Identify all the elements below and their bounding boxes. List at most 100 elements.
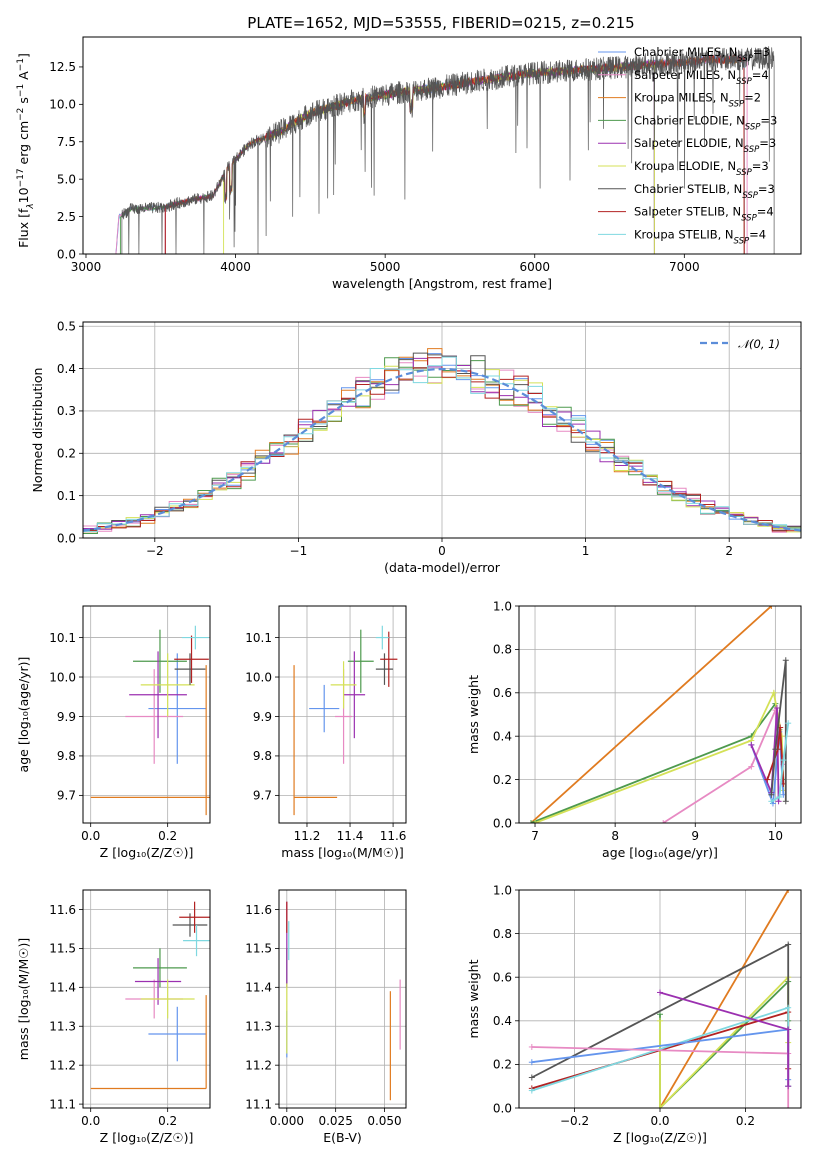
legend-subscript: SSP bbox=[745, 122, 761, 132]
weight-polyline bbox=[530, 606, 773, 823]
y-tick-label: 0.0 bbox=[57, 531, 76, 545]
legend-model-name: Chabrier ELODIE, N bbox=[634, 113, 745, 127]
y-tick-label: 11.1 bbox=[49, 1097, 76, 1111]
y-axis-label-part: −17 bbox=[16, 168, 26, 187]
weight-polyline bbox=[659, 890, 789, 1108]
y-tick-label: 10.1 bbox=[49, 631, 76, 645]
legend-model-name: Kroupa STELIB, N bbox=[634, 227, 734, 241]
grid bbox=[519, 605, 801, 824]
y-tick-label: 10.0 bbox=[49, 670, 76, 684]
error-point-salpeter-stelib bbox=[380, 631, 398, 687]
y-tick-label: 0.4 bbox=[493, 1014, 512, 1028]
error-point-chabrier-miles bbox=[148, 653, 207, 764]
x-tick-label: 9 bbox=[691, 829, 699, 843]
x-tick-label: 0.2 bbox=[158, 1114, 177, 1128]
y-axis-label-part: ] bbox=[16, 53, 31, 58]
axes-frame bbox=[518, 889, 802, 1109]
y-tick-label: 0.8 bbox=[493, 927, 512, 941]
weight-line-chabrier-stelib bbox=[768, 657, 789, 805]
y-tick-label: 10.0 bbox=[245, 670, 272, 684]
weight-polyline bbox=[766, 727, 785, 784]
axes-frame bbox=[82, 36, 802, 255]
legend-entry: Chabrier MILES, NSSP=3 bbox=[634, 45, 770, 64]
y-tick-label: 0.5 bbox=[57, 320, 76, 334]
axes-frame bbox=[518, 605, 802, 824]
x-tick-label: 0.050 bbox=[367, 1114, 401, 1128]
legend-nssp: =3 bbox=[758, 182, 775, 196]
weight-polyline bbox=[770, 660, 787, 802]
x-tick-label: 0.0 bbox=[650, 1114, 669, 1128]
weight-polyline bbox=[770, 723, 790, 803]
grid bbox=[279, 890, 406, 1108]
y-axis-label: Flux [fλ10−17 erg cm−2 s−1 A−1] bbox=[16, 53, 36, 248]
error-point-chabrier-miles bbox=[148, 1006, 207, 1062]
legend-subscript: SSP bbox=[744, 145, 760, 155]
error-point-salpeter-stelib bbox=[179, 901, 210, 933]
y-tick-label: 0.3 bbox=[57, 404, 76, 418]
error-point-salpeter-miles bbox=[125, 669, 184, 764]
x-tick-label: 1 bbox=[582, 544, 590, 558]
legend-model-name: Chabrier STELIB, N bbox=[634, 182, 742, 196]
x-tick-label: −2 bbox=[146, 544, 164, 558]
error-point-kroupa-elodie bbox=[330, 661, 357, 709]
plot-area bbox=[286, 901, 401, 1101]
x-axis-label: wavelength [Angstrom, rest frame] bbox=[332, 276, 552, 291]
y-tick-label: 0.6 bbox=[493, 686, 512, 700]
y-tick-label: 11.5 bbox=[245, 942, 272, 956]
plot-area bbox=[83, 348, 801, 538]
y-tick-label: 1.0 bbox=[493, 599, 512, 613]
axes-age-vs-mass: 11.2 11.4 11.6 9.7 9.8 9.9 10.0 10.1 bbox=[245, 605, 407, 843]
x-tick-label: −0.2 bbox=[560, 1114, 589, 1128]
x-tick-label: 0.2 bbox=[158, 829, 177, 843]
legend-entry: Chabrier STELIB, NSSP=3 bbox=[634, 182, 775, 201]
y-tick-label: 0.6 bbox=[493, 971, 512, 985]
error-point-chabrier-stelib bbox=[375, 653, 394, 685]
axes-weight-vs-age: 7 8 9 10 0.0 0.2 0.4 0.6 0.8 1.0 bbox=[493, 599, 802, 843]
y-axis-label: mass [log₁₀(M/M☉)] bbox=[16, 938, 31, 1060]
legend-nssp: =4 bbox=[757, 205, 774, 219]
plot-area bbox=[528, 606, 792, 823]
y-tick-label: 9.7 bbox=[253, 789, 272, 803]
legend-entry: Kroupa STELIB, NSSP=4 bbox=[634, 227, 766, 246]
error-point-chabrier-elodie bbox=[133, 629, 187, 693]
y-axis-label-part: −1 bbox=[16, 84, 26, 97]
error-point-salpeter-elodie bbox=[343, 651, 366, 739]
y-tick-label: 0.8 bbox=[493, 643, 512, 657]
weight-polyline bbox=[659, 991, 790, 1087]
y-axis-label: Normed distribution bbox=[30, 368, 45, 493]
legend-model-name: Salpeter ELODIE, N bbox=[634, 136, 744, 150]
y-tick-label: 11.4 bbox=[49, 981, 76, 995]
axes-weight-vs-z: −0.2 0.0 0.2 0.0 0.2 0.4 0.6 0.8 1.0 bbox=[493, 883, 802, 1128]
legend-entry: Salpeter STELIB, NSSP=4 bbox=[634, 205, 774, 224]
weight-line-kroupa-stelib bbox=[768, 720, 792, 805]
x-tick-label: 10 bbox=[768, 829, 783, 843]
grid bbox=[279, 606, 406, 823]
axes-spectrum: 3000 4000 5000 6000 7000 0.0 2.5 5.0 7.5 10.0 12.5 bbox=[49, 36, 802, 274]
y-tick-label: 0.0 bbox=[493, 1101, 512, 1115]
legend-model-name: Salpeter STELIB, N bbox=[634, 205, 741, 219]
legend-subscript: SSP bbox=[742, 191, 758, 201]
error-point-chabrier-stelib bbox=[174, 653, 206, 685]
error-point-kroupa-stelib bbox=[181, 625, 209, 650]
error-point-salpeter-elodie bbox=[129, 651, 187, 739]
x-tick-label: 0.000 bbox=[270, 1114, 304, 1128]
error-point-kroupa-stelib bbox=[375, 625, 389, 650]
legend-entry: Chabrier ELODIE, NSSP=3 bbox=[634, 113, 777, 132]
legend-subscript: SSP bbox=[736, 77, 752, 87]
legend-nssp: =3 bbox=[753, 45, 770, 59]
spectrum-line-chabrier-elodie bbox=[119, 59, 655, 254]
error-point-chabrier-elodie bbox=[347, 629, 374, 693]
weight-polyline bbox=[750, 707, 780, 802]
weight-line-chabrier-elodie bbox=[528, 700, 787, 823]
axes-age-vs-z: 0.0 0.2 9.7 9.8 9.9 10.0 10.1 bbox=[49, 605, 211, 843]
axes-frame bbox=[82, 889, 211, 1109]
error-point-chabrier-elodie bbox=[133, 948, 187, 988]
axes-frame bbox=[82, 605, 211, 824]
y-tick-label: 11.6 bbox=[49, 903, 76, 917]
x-axis-label: Z [log₁₀(Z/Z☉)] bbox=[613, 1130, 707, 1145]
y-tick-label: 1.0 bbox=[493, 883, 512, 897]
legend-nssp: =4 bbox=[749, 227, 766, 241]
legend-subscript: SSP bbox=[741, 214, 757, 224]
legend-nssp: =2 bbox=[744, 91, 761, 105]
